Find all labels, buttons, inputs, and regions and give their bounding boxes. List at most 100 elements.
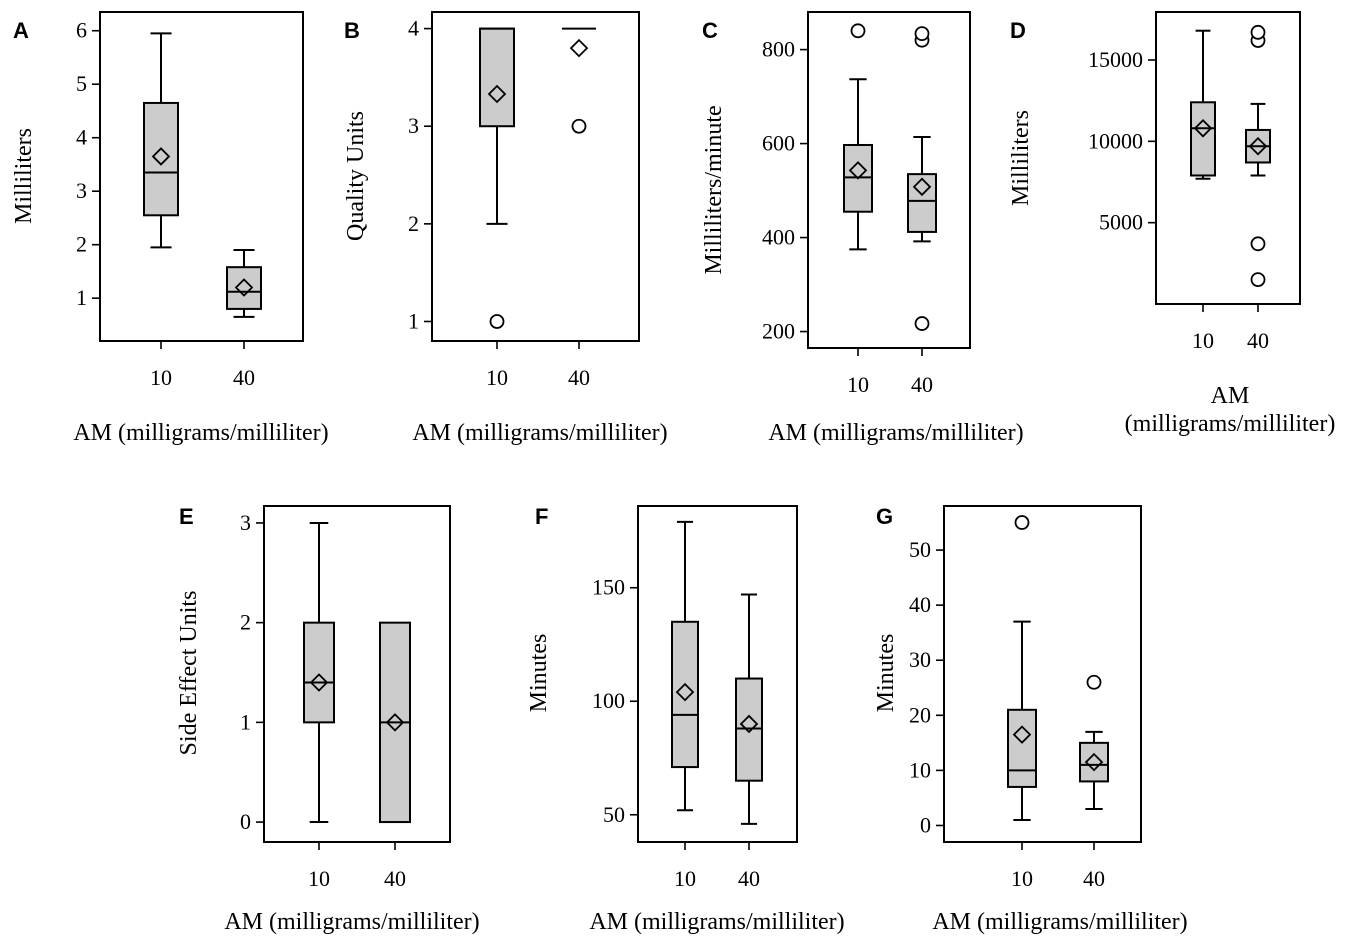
y-tick-label: 400 <box>762 225 795 250</box>
mean-marker <box>1193 119 1213 138</box>
plot-frame <box>263 505 451 843</box>
y-tick-label: 1 <box>240 709 251 734</box>
mean-marker <box>1248 136 1268 156</box>
y-tick-label: 4 <box>76 125 87 150</box>
x-axis-label: AM (milligrams/milliliter) <box>73 420 328 446</box>
box-f-40 <box>735 593 763 825</box>
mean-marker <box>151 147 171 166</box>
y-tick-label: 20 <box>909 702 931 727</box>
y-tick-label: 2 <box>76 232 87 257</box>
panel-c: C 200 400 600 800 10 40 Milliliters/minute AM (m… <box>701 11 1024 446</box>
box-b-10 <box>479 27 515 329</box>
box-c-40 <box>907 26 937 331</box>
outlier-point <box>1250 236 1266 252</box>
panel-f: F 50 100 150 10 40 Minutes AM (milligrams/milli… <box>526 504 845 935</box>
box-e-40 <box>379 621 411 824</box>
panel-g: G 0 10 20 30 40 50 10 40 Minutes AM (milligrams/mi… <box>873 504 1188 935</box>
panel-b: B 1 2 3 4 10 40 Quality Units AM (milligrams/mil… <box>343 11 668 446</box>
x-tick-label: 10 <box>1011 866 1033 891</box>
box-d-10 <box>1190 29 1216 180</box>
y-tick-label: 15000 <box>1088 47 1143 72</box>
y-tick-label: 10000 <box>1088 128 1143 153</box>
x-axis-label: AM (milligrams/milliliter) <box>589 909 844 935</box>
y-tick-label: 1 <box>76 285 87 310</box>
x-tick-label: 40 <box>233 365 255 390</box>
iqr-box <box>1190 101 1216 177</box>
y-tick-label: 200 <box>762 319 795 344</box>
plot-frame <box>431 11 640 342</box>
panel-letter: C <box>702 18 718 43</box>
y-axis-label: Side Effect Units <box>176 591 202 756</box>
y-tick-label: 10 <box>909 757 931 782</box>
x-axis-label: (milligrams/milliliter) <box>1125 411 1336 437</box>
y-tick-label: 30 <box>909 647 931 672</box>
y-axis-label: Minutes <box>873 634 899 713</box>
mean-marker <box>569 38 589 58</box>
outlier-point <box>850 23 866 39</box>
mean-marker <box>1012 725 1032 744</box>
x-tick-label: 10 <box>308 866 330 891</box>
box-g-40 <box>1079 674 1109 810</box>
panel-letter: G <box>876 504 893 529</box>
mean-marker <box>675 682 695 702</box>
y-tick-label: 5000 <box>1099 210 1143 235</box>
y-axis-label: Milliliters/minute <box>701 105 727 274</box>
box-g-10 <box>1007 515 1037 821</box>
x-tick-label: 40 <box>1247 328 1269 353</box>
y-tick-label: 5 <box>76 71 87 96</box>
y-tick-label: 0 <box>920 812 931 837</box>
x-tick-label: 10 <box>486 365 508 390</box>
iqr-box <box>907 173 937 233</box>
outlier-point <box>914 26 930 42</box>
x-tick-label: 40 <box>738 866 760 891</box>
y-tick-label: 3 <box>76 178 87 203</box>
box-f-10 <box>671 520 699 812</box>
iqr-box <box>1079 741 1109 783</box>
y-tick-label: 3 <box>408 113 419 138</box>
y-tick-label: 50 <box>603 802 625 827</box>
y-tick-label: 6 <box>76 18 87 43</box>
y-axis-label: Minutes <box>526 634 552 713</box>
box-a-10 <box>143 32 179 249</box>
mean-marker <box>912 177 932 197</box>
y-tick-label: 800 <box>762 37 795 62</box>
plot-frame <box>943 505 1142 843</box>
x-axis-label: AM (milligrams/milliliter) <box>932 909 1187 935</box>
mean-marker <box>848 161 868 180</box>
panel-e: E 0 1 2 3 10 40 Side Effect Units AM (milligrams… <box>176 504 480 935</box>
box-d-40 <box>1245 24 1271 287</box>
x-tick-label: 10 <box>1192 328 1214 353</box>
box-a-40 <box>226 249 262 318</box>
y-axis-label: Quality Units <box>343 111 369 241</box>
mean-marker <box>309 673 329 692</box>
x-tick-label: 40 <box>911 372 933 397</box>
panel-letter: A <box>13 18 29 43</box>
x-axis-label: AM <box>1211 383 1250 409</box>
panel-letter: B <box>344 18 360 43</box>
plot-frame <box>807 11 971 349</box>
box-c-10 <box>843 23 873 251</box>
outlier-point <box>914 316 930 331</box>
iqr-box <box>671 620 699 769</box>
panel-letter: D <box>1010 18 1026 43</box>
outlier-point <box>489 314 505 329</box>
iqr-box <box>226 266 262 310</box>
y-tick-label: 3 <box>240 510 251 535</box>
outlier-point <box>1014 515 1030 530</box>
x-tick-label: 10 <box>847 372 869 397</box>
y-tick-label: 50 <box>909 537 931 562</box>
y-tick-label: 0 <box>240 809 251 834</box>
plot-frame <box>1155 11 1301 305</box>
x-tick-label: 10 <box>150 365 172 390</box>
outlier-point <box>571 118 587 134</box>
iqr-box <box>143 101 179 217</box>
plot-frame <box>637 505 798 843</box>
panel-d: D 5000 10000 15000 10 40 Milliliters AM(milligr… <box>1008 11 1336 437</box>
y-tick-label: 40 <box>909 592 931 617</box>
y-tick-label: 4 <box>408 16 419 41</box>
y-tick-label: 600 <box>762 131 795 156</box>
x-tick-label: 10 <box>674 866 696 891</box>
x-tick-label: 40 <box>384 866 406 891</box>
iqr-box <box>735 677 763 782</box>
